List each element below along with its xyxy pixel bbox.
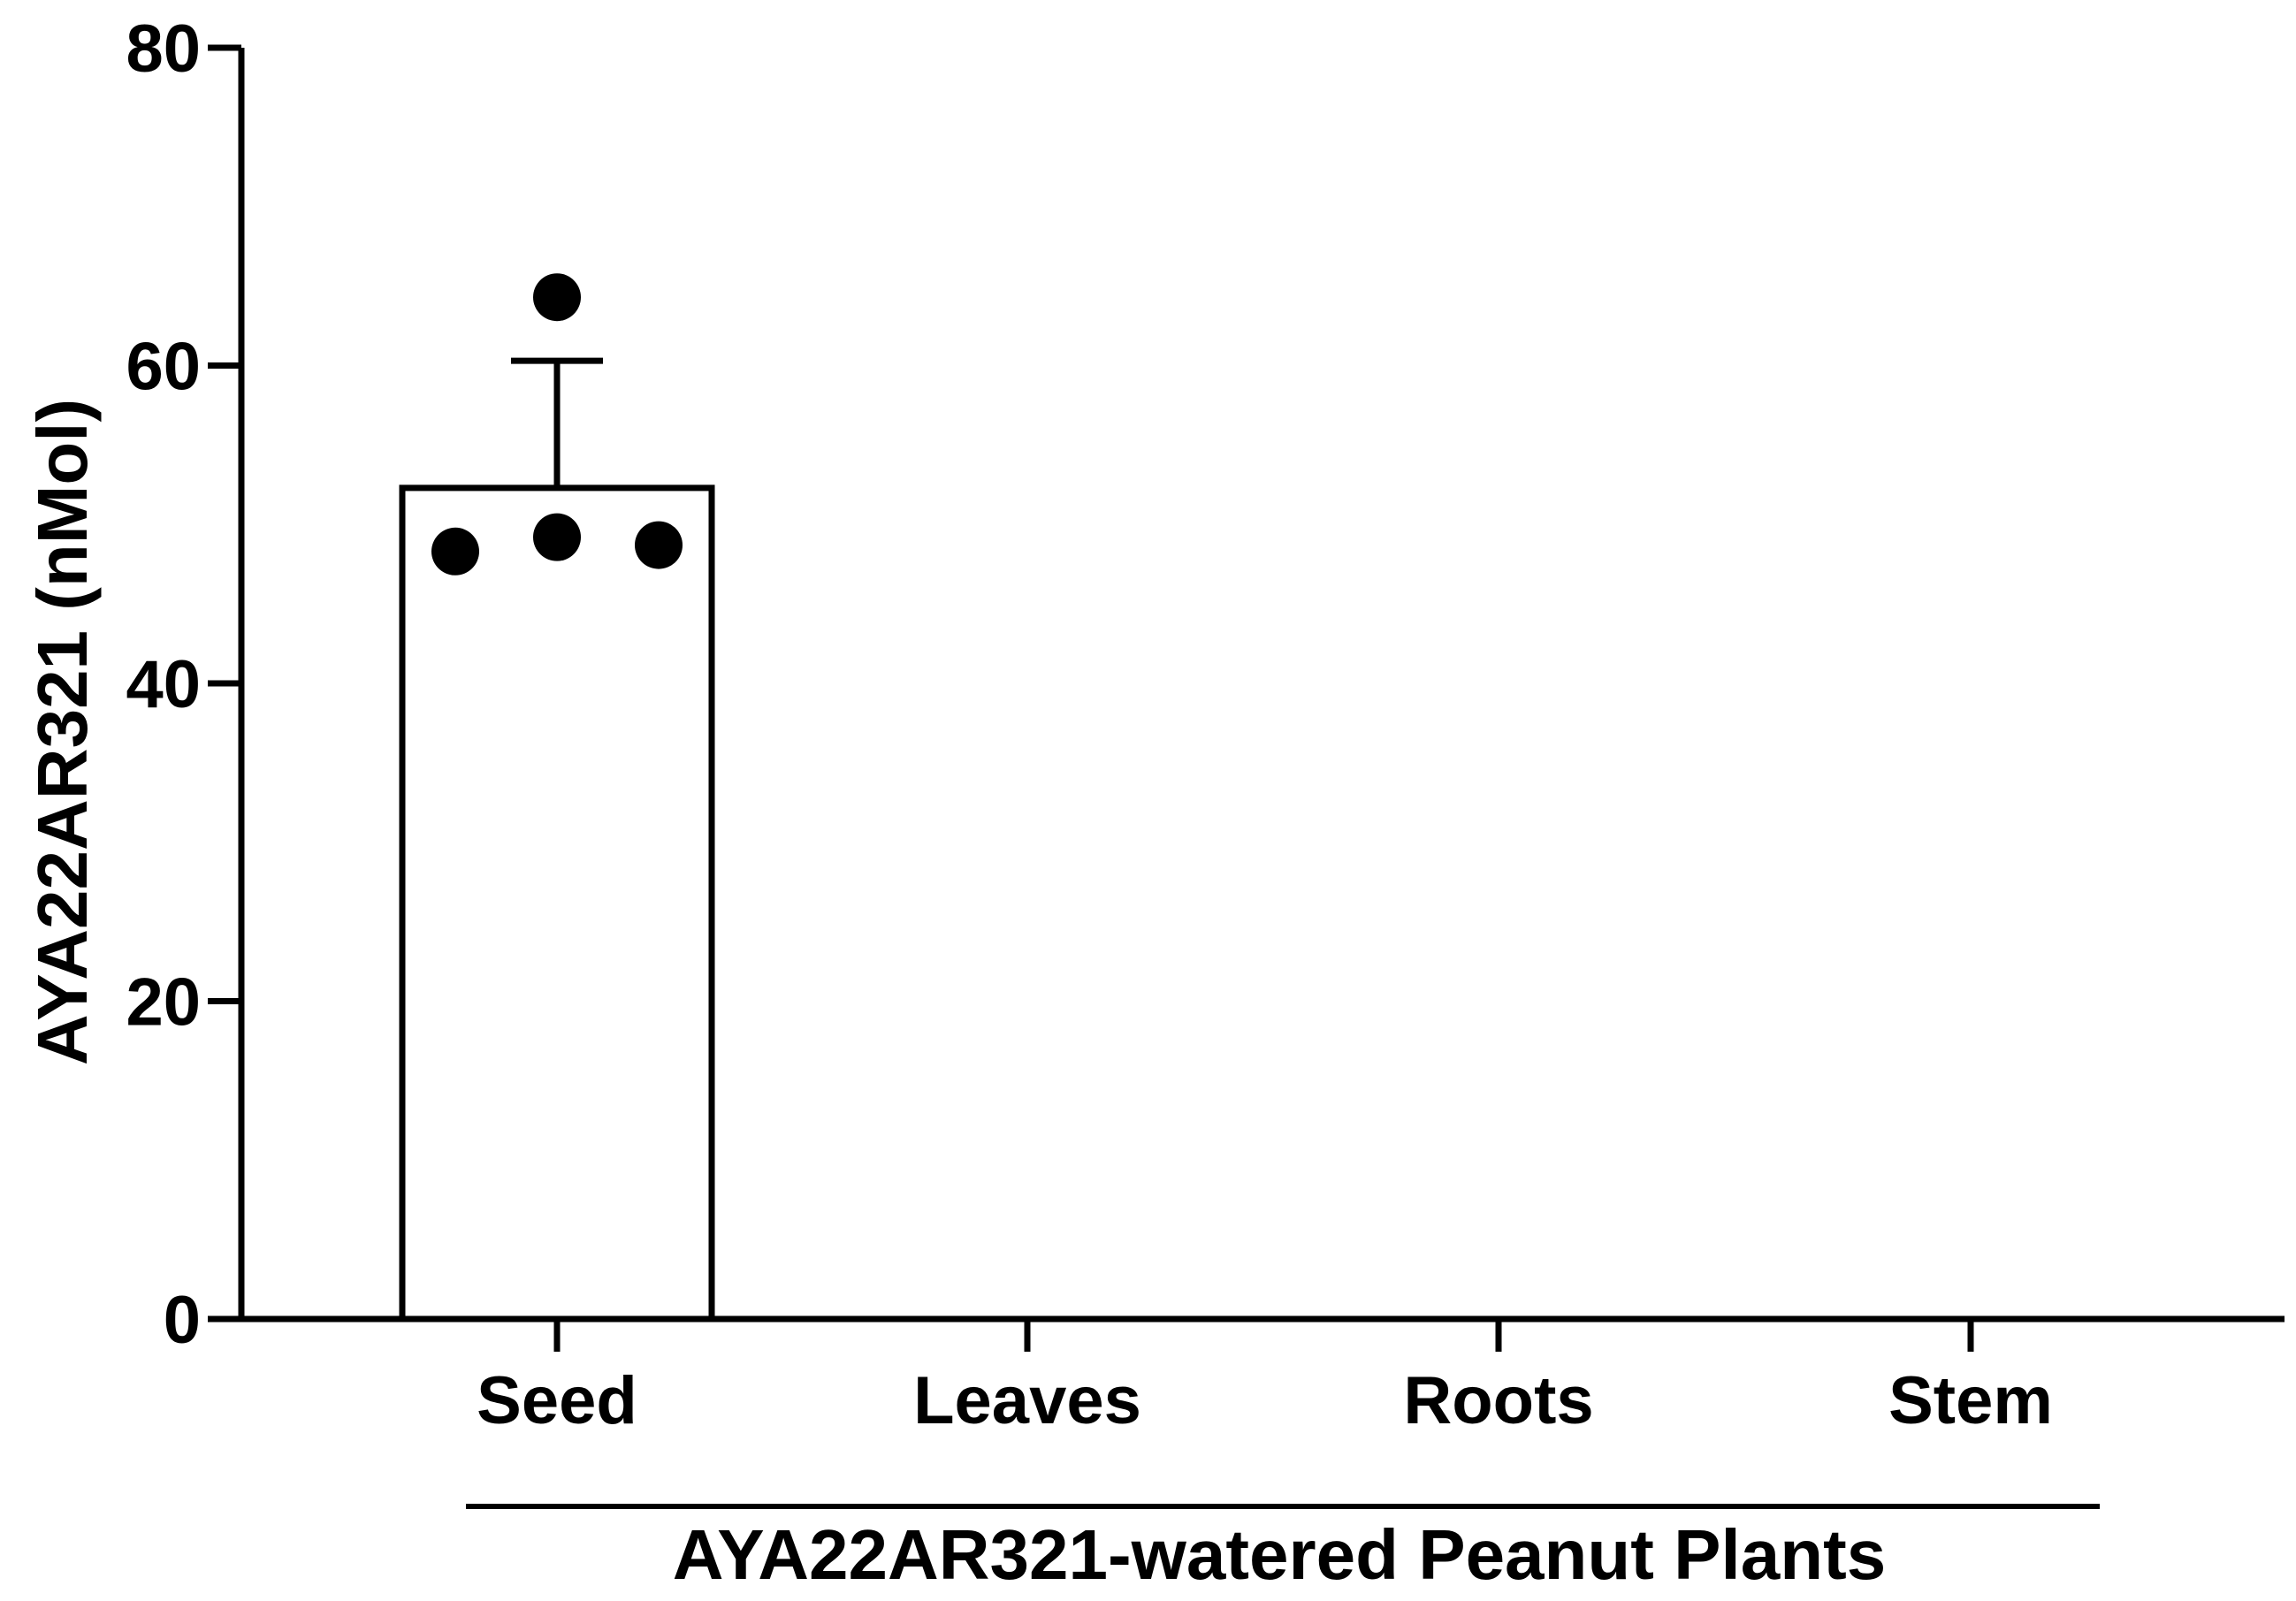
x-tick-label-seed: Seed xyxy=(477,1363,637,1438)
y-tick-label-80: 80 xyxy=(126,11,201,87)
y-tick-label-20: 20 xyxy=(126,965,201,1041)
y-tick-label-40: 40 xyxy=(126,647,201,722)
y-tick-label-60: 60 xyxy=(126,330,201,405)
x-tick-label-stem: Stem xyxy=(1888,1363,2053,1438)
x-tick-label-leaves: Leaves xyxy=(913,1363,1141,1438)
group-label: AYA22AR321-watered Peanut Plants xyxy=(673,1515,1886,1594)
data-point-seed-3 xyxy=(635,521,683,569)
y-axis: 0 20 40 60 80 xyxy=(126,11,245,1358)
y-axis-title: AYA22AR321 (nMol) xyxy=(23,399,102,1065)
y-tick-label-0: 0 xyxy=(164,1283,201,1358)
data-point-seed-2 xyxy=(533,513,581,561)
x-tick-label-roots: Roots xyxy=(1403,1363,1593,1438)
bars xyxy=(399,357,715,1323)
data-points xyxy=(431,273,683,576)
x-axis: Seed Leaves Roots Stem xyxy=(239,1315,2285,1438)
bar-seed xyxy=(399,484,715,1323)
data-point-seed-1 xyxy=(431,527,479,576)
data-point-seed-4 xyxy=(533,273,581,322)
